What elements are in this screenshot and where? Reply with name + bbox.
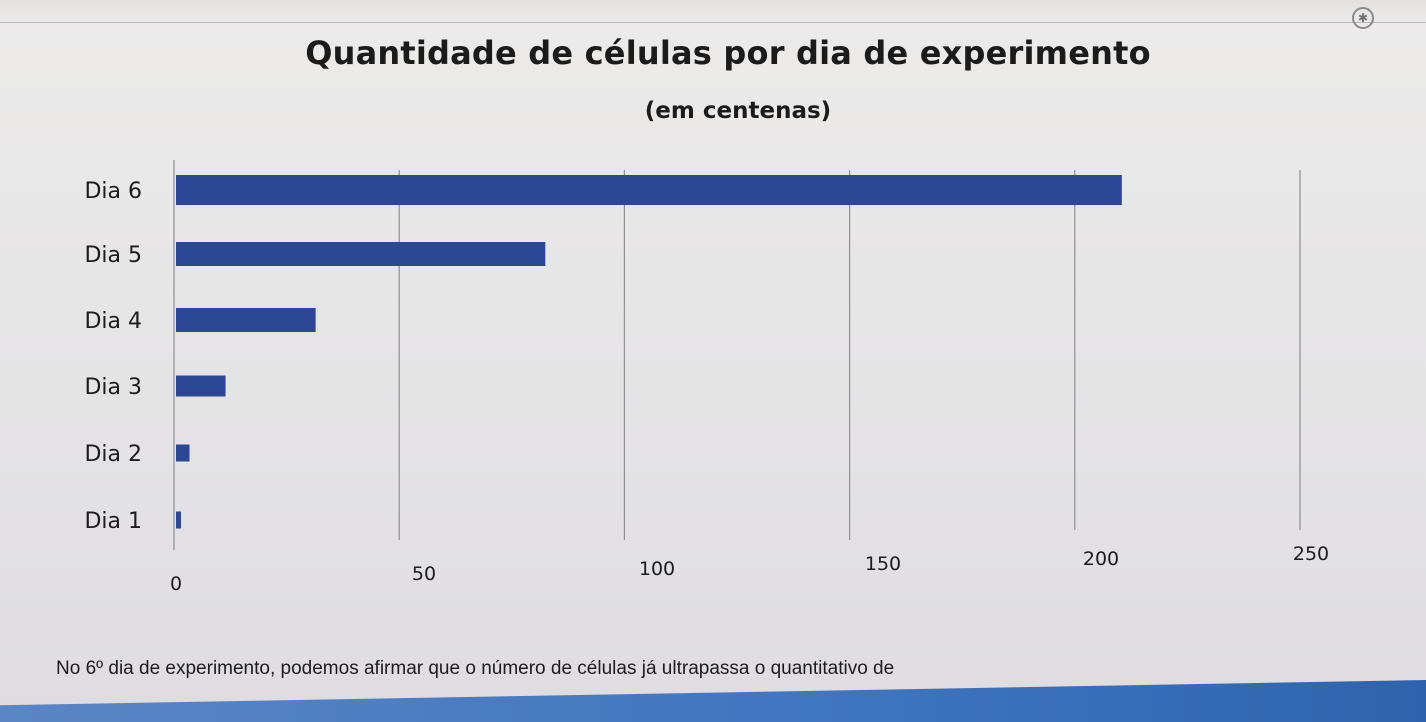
category-label: Dia 4 — [84, 309, 142, 334]
question-suffix: dia de experimento, podemos afirmar que … — [103, 658, 895, 679]
chart-title: Quantidade de células por dia de experim… — [305, 34, 1151, 72]
screen-edge — [0, 0, 1426, 23]
x-tick-label: 0 — [170, 573, 182, 595]
question-ordinal: 6º — [85, 658, 104, 679]
bar-dia-4 — [176, 308, 316, 332]
bar-dia-5 — [176, 242, 546, 266]
category-label: Dia 2 — [84, 442, 142, 467]
bar-dia-2 — [176, 444, 190, 462]
category-label: Dia 6 — [84, 179, 142, 204]
x-tick-label: 100 — [639, 558, 675, 580]
accessibility-icon[interactable]: ✱ — [1352, 7, 1374, 29]
bar-dia-1 — [176, 511, 181, 529]
x-tick-label: 150 — [865, 553, 901, 575]
x-tick-label: 250 — [1293, 543, 1329, 565]
question-text: No 6º dia de experimento, podemos afirma… — [56, 658, 894, 680]
category-label: Dia 1 — [84, 509, 142, 534]
bottom-banner — [0, 680, 1426, 722]
chart-subtitle: (em centenas) — [644, 98, 832, 124]
category-label: Dia 3 — [84, 375, 142, 400]
x-tick-label: 50 — [412, 563, 436, 585]
bar-chart: Dia 1 Dia 2 Dia 3 Dia 4 Dia 5 Dia 6 0 50 100 150 2… — [84, 160, 1329, 595]
bar-dia-6 — [176, 175, 1122, 205]
x-tick-label: 200 — [1083, 548, 1119, 570]
bar-dia-3 — [176, 375, 226, 397]
category-label: Dia 5 — [84, 243, 142, 268]
question-prefix: No — [56, 658, 86, 679]
